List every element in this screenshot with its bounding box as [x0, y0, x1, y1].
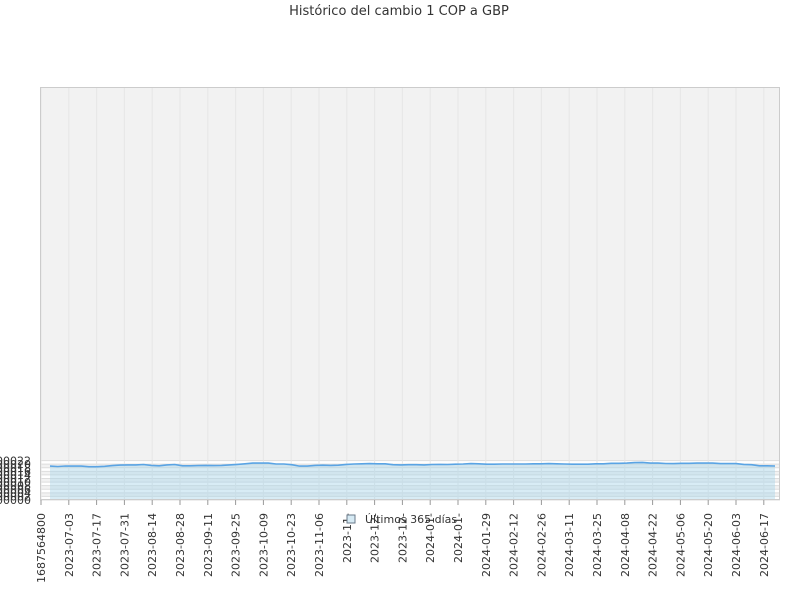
y-tick-label: 0.000022 [0, 455, 31, 468]
y-tick-label: 0.000016 [0, 465, 31, 478]
x-tick-label: 2024-02-26 [535, 513, 548, 577]
y-tick-label: 0.000010 [0, 476, 31, 489]
chart-plot-bands [40, 88, 780, 497]
x-tick-label: 2024-01- [452, 513, 465, 563]
x-tick-label: 2023-11- [341, 513, 354, 563]
y-tick-label: 0.000006 [0, 483, 31, 496]
x-tick-label: 2024-03-25 [591, 513, 604, 577]
x-tick-label: 2024-01-29 [480, 513, 493, 577]
x-tick-label: 2023-07-03 [63, 513, 76, 577]
x-tick-label: 1687564800 [35, 513, 48, 583]
chart-y-axis: 0.0000000.0000020.0000040.0000060.000008… [0, 455, 31, 507]
x-tick-label: 2023-12- [369, 513, 382, 563]
plot-band [40, 492, 780, 497]
x-tick-label: 2023-08-14 [146, 513, 159, 577]
x-tick-label: 2024-06-17 [758, 513, 771, 577]
y-tick-label: 0.000018 [0, 462, 31, 475]
legend-label: Últimos 365 días [365, 513, 457, 526]
x-tick-label: 2023-09-11 [202, 513, 215, 577]
x-tick-label: 2023-08-28 [174, 513, 187, 577]
legend-swatch [346, 514, 356, 524]
plot-band [40, 88, 780, 461]
plot-band [40, 471, 780, 475]
x-tick-label: 2024-04-22 [647, 513, 660, 577]
y-tick-label: 0.000008 [0, 480, 31, 493]
x-tick-label: 2023-12- [396, 513, 409, 563]
plot-band [40, 478, 780, 483]
series-line [49, 461, 776, 468]
x-tick-label: 2023-10-23 [285, 513, 298, 577]
x-tick-label: 2024-02-12 [508, 513, 521, 577]
x-tick-label: 2024-04-08 [619, 513, 632, 577]
series-area [50, 462, 775, 500]
legend[interactable]: Últimos 365 días [346, 513, 457, 526]
x-tick-label: 2023-07-31 [118, 513, 131, 577]
x-tick-label: 2023-09-25 [230, 513, 243, 577]
y-tick-label: 0.000004 [0, 487, 31, 500]
x-tick-label: 2024-05-20 [702, 513, 715, 577]
y-tick-label: 0.000012 [0, 473, 31, 486]
plot-band [40, 464, 780, 468]
chart-title: Histórico del cambio 1 COP a GBP [289, 4, 509, 19]
plot-area-border [40, 87, 780, 500]
plot-band [40, 485, 780, 490]
x-tick-label: 2023-10-09 [257, 513, 270, 577]
x-tick-label: 2024-01- [424, 513, 437, 563]
chart-x-axis: 1687564800 2023-07-03 2023-07-17 2023-07-31… [35, 500, 771, 583]
x-tick-label: 2023-11-06 [313, 513, 326, 577]
x-tick-label: 2024-03-11 [563, 513, 576, 577]
x-tick-label: 2023-07-17 [91, 513, 104, 577]
x-tick-label: 2024-05-06 [674, 513, 687, 577]
y-tick-label: 0.000014 [0, 469, 31, 482]
x-tick-label: 2024-06-03 [730, 513, 743, 577]
